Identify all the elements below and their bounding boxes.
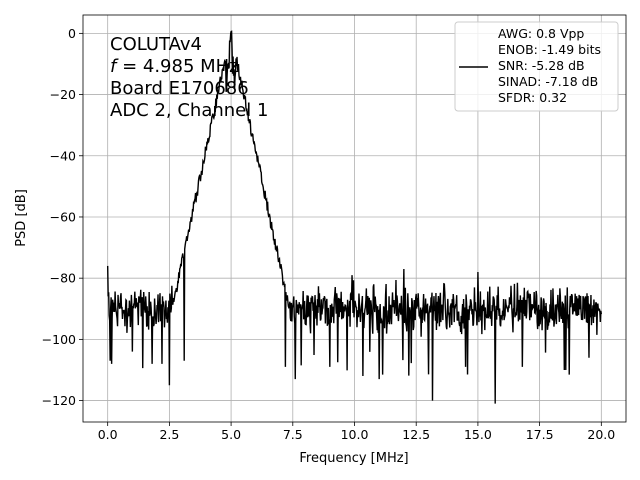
annotation-block: COLUTAv4 f = 4.985 MHz Board E170686 ADC… [110,34,268,121]
x-tick-label: 2.5 [159,427,179,442]
annotation-chip: COLUTAv4 [110,34,202,55]
y-tick-label: −120 [42,393,76,408]
y-tick-label: −100 [42,332,76,347]
psd-series-line [106,30,603,404]
legend: AWG: 0.8 Vpp ENOB: -1.49 bits SNR: -5.28… [454,21,619,112]
x-tick-label: 20.0 [587,427,615,442]
x-tick-label: 5.0 [221,427,241,442]
legend-snr: SNR: -5.28 dB [498,58,585,73]
legend-box [454,21,619,112]
annotation-frequency: f = 4.985 MHz [110,56,239,77]
x-tick-label: 10.0 [341,427,369,442]
y-tick-label: −20 [50,87,76,102]
y-axis: 0 −20 −40 −60 −80 −100 −120 [42,26,83,408]
annotation-frequency-value: = 4.985 MHz [116,56,238,77]
y-tick-label: 0 [68,26,76,41]
x-tick-label: 17.5 [526,427,554,442]
x-tick-label: 15.0 [464,427,492,442]
x-tick-label: 12.5 [402,427,430,442]
legend-sfdr: SFDR: 0.32 [498,90,567,105]
y-tick-label: −60 [50,209,76,224]
x-tick-label: 0.0 [98,427,118,442]
y-tick-label: −40 [50,148,76,163]
x-axis: 0.0 2.5 5.0 7.5 10.0 12.5 15.0 17.5 20.0 [98,422,615,442]
y-axis-label: PSD [dB] [14,189,29,247]
annotation-frequency-symbol: f [110,56,119,77]
legend-sinad: SINAD: -7.18 dB [498,74,598,89]
annotation-board: Board E170686 [110,78,249,99]
y-tick-label: −80 [50,271,76,286]
legend-enob: ENOB: -1.49 bits [498,42,601,57]
psd-trace [106,30,603,404]
annotation-channel: ADC 2, Channel 1 [110,100,268,121]
x-tick-label: 7.5 [283,427,303,442]
x-axis-label: Frequency [MHz] [299,451,408,466]
legend-awg: AWG: 0.8 Vpp [498,26,584,41]
